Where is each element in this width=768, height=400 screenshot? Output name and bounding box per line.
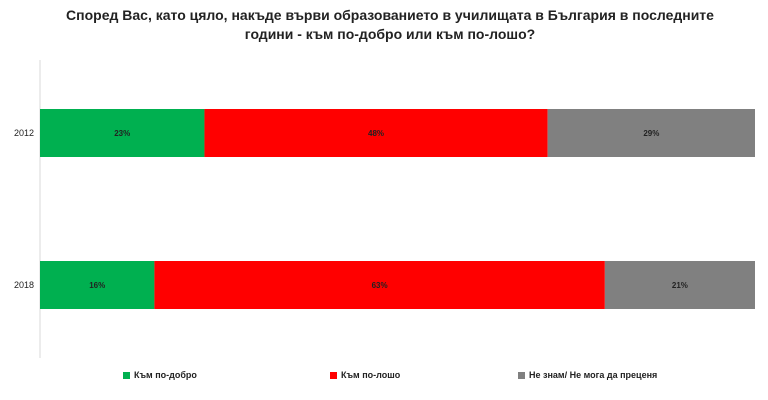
- data-label-2012-series-1: 48%: [368, 129, 384, 138]
- data-label-2012-series-2: 29%: [643, 129, 659, 138]
- data-label-2012-series-0: 23%: [114, 129, 130, 138]
- legend: Към по-добро Към по-лошо Не знам/ Не мог…: [0, 370, 768, 386]
- legend-swatch-better: [123, 371, 130, 379]
- chart-title: Според Вас, като цяло, накъде върви обра…: [66, 7, 714, 42]
- bar-2018-series-1: [154, 261, 605, 309]
- category-label-2018: 2018: [14, 280, 34, 290]
- legend-item-better: Към по-добро: [123, 370, 197, 380]
- category-label-2012: 2012: [14, 128, 34, 138]
- data-label-2018-series-2: 21%: [672, 281, 688, 290]
- legend-item-dont-know: Не знам/ Не мога да преценя: [518, 370, 657, 380]
- legend-swatch-worse: [330, 371, 337, 379]
- legend-label-worse: Към по-лошо: [341, 370, 401, 380]
- bar-2018-series-0: [40, 261, 155, 309]
- bar-2012-series-1: [204, 109, 548, 157]
- data-label-2018-series-0: 16%: [89, 281, 105, 290]
- bar-2018-series-2: [604, 261, 755, 309]
- bar-2012-series-2: [547, 109, 755, 157]
- legend-label-better: Към по-добро: [134, 370, 197, 380]
- legend-swatch-dont-know: [518, 371, 525, 379]
- data-label-2018-series-1: 63%: [372, 281, 388, 290]
- legend-label-dont-know: Не знам/ Не мога да преценя: [529, 370, 658, 380]
- bar-2012-series-0: [40, 109, 205, 157]
- legend-item-worse: Към по-лошо: [330, 370, 400, 380]
